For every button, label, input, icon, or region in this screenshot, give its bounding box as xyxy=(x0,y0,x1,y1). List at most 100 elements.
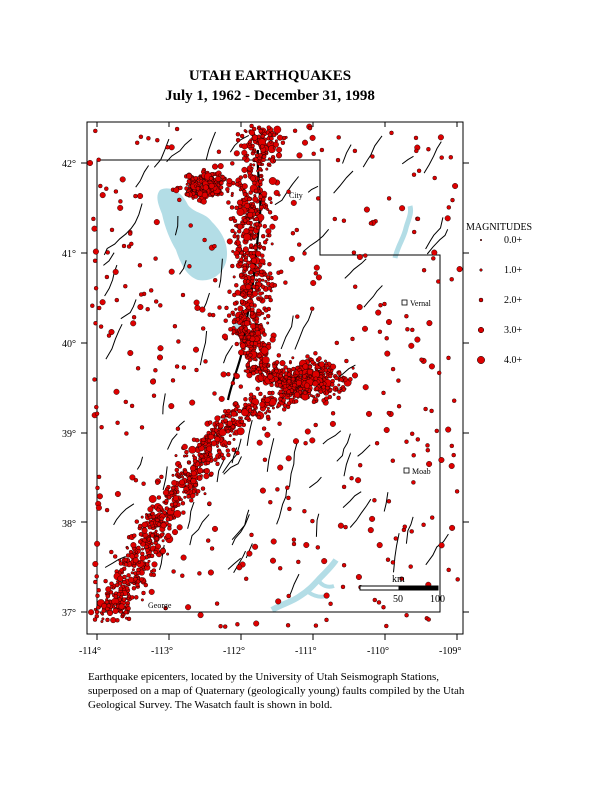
epicenter-marker xyxy=(193,194,199,199)
epicenter-marker xyxy=(211,525,218,532)
epicenter-marker xyxy=(251,250,257,256)
epicenter-marker xyxy=(211,163,218,170)
epicenter-marker xyxy=(226,440,232,446)
fault-line xyxy=(166,138,193,163)
epicenter-marker xyxy=(200,198,207,205)
epicenter-marker xyxy=(257,244,261,248)
epicenter-marker xyxy=(250,204,254,208)
epicenter-marker xyxy=(92,248,99,255)
epicenter-marker xyxy=(249,341,255,346)
epicenter-marker xyxy=(295,379,302,386)
epicenter-marker xyxy=(254,153,260,158)
fault-line xyxy=(302,228,330,252)
lat-label: 40° xyxy=(62,339,76,350)
epicenter-marker xyxy=(386,196,392,201)
epicenter-marker xyxy=(185,454,189,458)
lat-label: 38° xyxy=(62,519,76,530)
epicenter-marker xyxy=(426,320,433,327)
epicenter-marker xyxy=(268,271,273,276)
epicenter-marker xyxy=(237,305,244,312)
scale-bar: km 50 100 xyxy=(359,574,445,605)
epicenter-marker xyxy=(234,224,238,228)
epicenter-marker xyxy=(317,356,322,361)
epicenter-marker xyxy=(238,416,242,420)
epicenter-marker xyxy=(191,181,195,185)
epicenter-marker xyxy=(181,365,187,370)
epicenter-marker xyxy=(111,586,115,590)
epicenter-marker xyxy=(253,620,260,627)
epicenter-marker xyxy=(419,357,424,362)
fault-line xyxy=(189,514,210,546)
epicenter-marker xyxy=(342,376,346,380)
epicenter-marker xyxy=(290,376,296,382)
epicenter-marker xyxy=(232,233,237,239)
epicenter-marker xyxy=(290,199,297,206)
epicenter-marker xyxy=(283,280,288,285)
epicenter-marker xyxy=(210,312,216,318)
legend-items: 0.0+ 1.0+ 2.0+ 3.0+ 4.0+ xyxy=(477,235,523,366)
epicenter-marker xyxy=(190,478,197,485)
epicenter-marker xyxy=(344,358,349,364)
epicenter-marker xyxy=(212,243,217,249)
epicenter-marker xyxy=(238,349,245,356)
epicenter-marker xyxy=(341,218,347,223)
epicenter-marker xyxy=(230,417,236,422)
epicenter-marker xyxy=(302,374,307,379)
epicenter-marker xyxy=(429,408,434,414)
epicenter-marker xyxy=(267,210,273,215)
epicenter-marker xyxy=(118,561,124,566)
epicenter-marker xyxy=(339,389,343,393)
epicenter-marker xyxy=(170,378,176,383)
epicenter-marker xyxy=(264,396,271,403)
epicenter-marker xyxy=(137,304,144,311)
epicenter-marker xyxy=(131,586,137,591)
epicenter-marker xyxy=(278,373,283,379)
fault-line xyxy=(280,315,294,350)
fault-line xyxy=(357,444,371,457)
epicenter-marker xyxy=(96,588,101,593)
epicenter-marker xyxy=(356,304,363,311)
epicenter-marker xyxy=(176,339,181,344)
epicenter-marker xyxy=(243,397,248,402)
scale-bar-label-100: 100 xyxy=(430,594,445,605)
epicenter-marker xyxy=(256,343,262,348)
epicenter-marker xyxy=(410,431,415,436)
epicenter-marker xyxy=(431,249,438,256)
epicenter-marker xyxy=(286,372,292,377)
epicenter-marker xyxy=(93,607,97,611)
epicenter-marker xyxy=(286,593,291,599)
fault-line xyxy=(288,573,300,598)
epicenter-marker xyxy=(239,183,243,187)
legend-label: 0.0+ xyxy=(504,235,523,246)
epicenter-marker xyxy=(260,373,264,377)
place-label-vernal: Vernal xyxy=(410,299,432,308)
epicenter-marker xyxy=(132,562,136,566)
epicenter-marker xyxy=(363,206,370,213)
epicenter-marker xyxy=(404,613,409,618)
epicenter-marker xyxy=(96,493,103,500)
epicenter-marker xyxy=(376,600,382,605)
epicenters xyxy=(86,123,463,629)
epicenter-marker xyxy=(215,461,220,467)
epicenter-marker xyxy=(304,382,311,389)
epicenter-marker xyxy=(201,437,206,442)
epicenter-marker xyxy=(181,475,185,479)
epicenter-marker xyxy=(451,452,456,458)
epicenter-marker xyxy=(191,437,197,442)
epicenter-marker xyxy=(208,176,214,181)
epicenter-marker xyxy=(256,308,261,313)
epicenter-marker xyxy=(242,192,248,197)
epicenter-marker xyxy=(227,289,232,294)
epicenter-marker xyxy=(299,375,303,379)
epicenter-marker xyxy=(262,332,267,337)
epicenter-marker xyxy=(266,125,271,130)
epicenter-marker xyxy=(430,515,435,520)
epicenter-marker xyxy=(254,285,260,290)
epicenter-marker xyxy=(132,533,137,538)
epicenter-marker xyxy=(314,386,320,391)
fault-line xyxy=(307,185,319,193)
epicenter-marker xyxy=(159,532,165,537)
epicenter-marker xyxy=(155,480,160,485)
vernal-marker xyxy=(401,299,408,306)
epicenter-marker xyxy=(259,487,266,494)
